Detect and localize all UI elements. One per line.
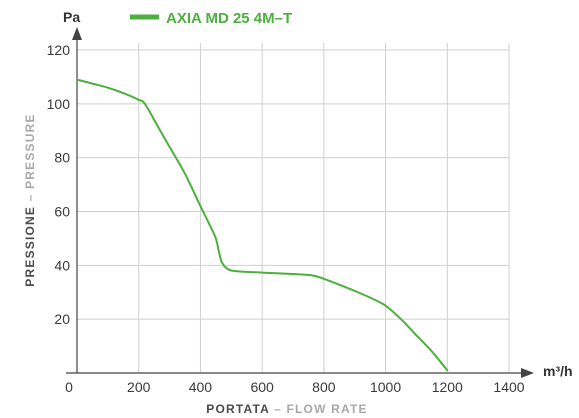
y-tick-label: 40 bbox=[54, 257, 70, 273]
x-tick-label: 0 bbox=[65, 379, 73, 395]
y-axis-title-secondary: PRESSURE bbox=[23, 113, 37, 189]
chart-series bbox=[76, 78, 449, 372]
x-axis-title-main: PORTATA bbox=[206, 402, 269, 416]
x-tick-label: 1000 bbox=[370, 379, 401, 395]
legend: AXIA MD 25 4M–T bbox=[130, 10, 292, 27]
y-tick-label: 100 bbox=[47, 96, 71, 112]
legend-series-label: AXIA MD 25 4M–T bbox=[166, 10, 292, 27]
x-tick-label: 600 bbox=[250, 379, 274, 395]
x-tick-label: 1400 bbox=[493, 379, 524, 395]
y-tick-label: 60 bbox=[54, 204, 70, 220]
x-axis-arrow-icon bbox=[521, 368, 534, 378]
y-axis-title: PRESSIONE – PRESSURE bbox=[23, 113, 37, 286]
chart-ticks: 0 200 400 600 800 1000 1200 1400 20 40 60 80 100 120 bbox=[47, 42, 525, 395]
y-axis-title-main: PRESSIONE bbox=[23, 206, 37, 287]
x-tick-label: 200 bbox=[127, 379, 151, 395]
y-axis-title-dash: – bbox=[23, 193, 37, 201]
chart-axes bbox=[66, 27, 534, 378]
series-line bbox=[76, 78, 449, 372]
y-unit-label: Pa bbox=[63, 9, 80, 25]
y-tick-label: 80 bbox=[54, 150, 70, 166]
x-tick-label: 800 bbox=[312, 379, 336, 395]
x-tick-label: 400 bbox=[189, 379, 213, 395]
x-tick-label: 1200 bbox=[432, 379, 463, 395]
chart-grid bbox=[77, 43, 510, 373]
x-axis-title: PORTATA – FLOW RATE bbox=[206, 402, 367, 416]
y-tick-label: 20 bbox=[54, 311, 70, 327]
y-axis-arrow-icon bbox=[72, 27, 82, 40]
y-tick-label: 120 bbox=[47, 42, 71, 58]
x-unit-label: m³/h bbox=[543, 363, 573, 379]
x-axis-title-dash: – bbox=[274, 402, 282, 416]
x-axis-title-secondary: FLOW RATE bbox=[287, 402, 368, 416]
